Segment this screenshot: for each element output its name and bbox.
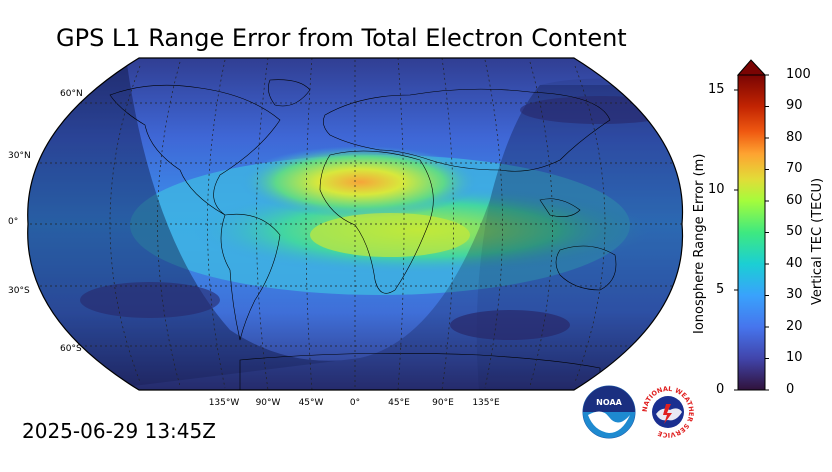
chart-title: GPS L1 Range Error from Total Electron C… [56, 24, 627, 52]
colorbar-tick-right: 80 [786, 130, 803, 145]
globe-outline [27, 57, 684, 391]
colorbar-tick-right: 0 [786, 382, 795, 397]
noaa-logo: NOAA [582, 385, 636, 439]
lat-label: 60°N [60, 89, 83, 99]
colorbar [734, 59, 769, 391]
colorbar-left-label: Ionosphere Range Error (m) [692, 153, 707, 334]
colorbar-tick-right: 10 [786, 350, 803, 365]
colorbar-tick-right: 30 [786, 287, 803, 302]
noaa-logo-text: NOAA [596, 398, 622, 407]
colorbar-tick-left: 5 [716, 282, 725, 297]
colorbar-tick-right: 70 [786, 161, 803, 176]
colorbar-tick-left: 0 [716, 382, 725, 397]
lon-label: 0° [349, 398, 361, 408]
lat-label: 60°S [60, 344, 82, 354]
globe [27, 58, 683, 390]
lon-label: 135°E [472, 398, 500, 408]
lat-label: 30°N [8, 151, 31, 161]
colorbar-tick-right: 90 [786, 98, 803, 113]
graticule [27, 58, 683, 390]
lat-label: 0° [8, 217, 19, 227]
lon-label: 90°E [432, 398, 454, 408]
timestamp: 2025-06-29 13:45Z [22, 419, 216, 443]
colorbar-tick-right: 100 [786, 67, 811, 82]
lon-label: 135°W [208, 398, 240, 408]
colorbar-tick-right: 40 [786, 256, 803, 271]
lon-label: 45°E [388, 398, 410, 408]
colorbar-tick-left: 15 [708, 82, 725, 97]
lat-label: 30°S [8, 286, 30, 296]
colorbar-tick-right: 60 [786, 193, 803, 208]
nws-logo: NATIONAL WEATHER SERVICE [641, 385, 695, 439]
coastlines [109, 79, 617, 390]
colorbar-extend-arrow [736, 59, 767, 76]
colorbar-right-label: Vertical TEC (TECU) [810, 177, 825, 305]
colorbar-tick-right: 20 [786, 319, 803, 334]
lon-label: 45°W [298, 398, 324, 408]
colorbar-tick-right: 50 [786, 224, 803, 239]
lon-label: 90°W [255, 398, 281, 408]
colorbar-gradient [737, 74, 766, 391]
colorbar-tick-left: 10 [708, 182, 725, 197]
